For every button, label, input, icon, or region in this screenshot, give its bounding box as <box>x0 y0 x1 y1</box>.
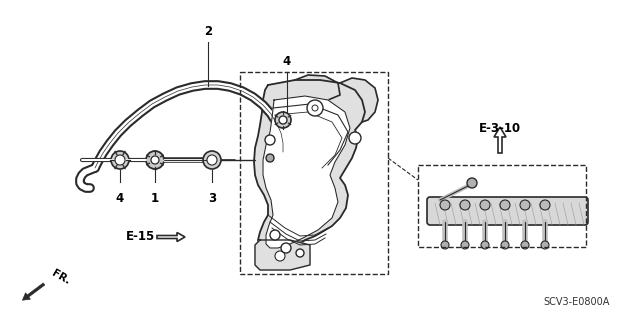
Circle shape <box>312 105 318 111</box>
Circle shape <box>270 230 280 240</box>
Circle shape <box>480 200 490 210</box>
Circle shape <box>541 241 549 249</box>
Circle shape <box>281 243 291 253</box>
Circle shape <box>279 116 287 124</box>
Bar <box>418 165 586 247</box>
Circle shape <box>203 151 221 169</box>
Polygon shape <box>254 80 365 258</box>
Polygon shape <box>255 240 310 270</box>
Circle shape <box>111 151 129 169</box>
Polygon shape <box>263 96 350 248</box>
Text: 3: 3 <box>208 192 216 205</box>
Circle shape <box>500 200 510 210</box>
Text: FR.: FR. <box>50 268 72 286</box>
Circle shape <box>146 151 164 169</box>
Circle shape <box>151 156 159 164</box>
Circle shape <box>266 154 274 162</box>
FancyArrow shape <box>494 127 506 153</box>
Circle shape <box>481 241 489 249</box>
Polygon shape <box>295 75 340 100</box>
FancyArrow shape <box>157 233 185 241</box>
Text: 2: 2 <box>204 25 212 38</box>
FancyBboxPatch shape <box>427 197 588 225</box>
Circle shape <box>275 251 285 261</box>
Circle shape <box>521 241 529 249</box>
Text: 1: 1 <box>151 192 159 205</box>
Circle shape <box>467 178 477 188</box>
Polygon shape <box>340 78 378 122</box>
Text: SCV3-E0800A: SCV3-E0800A <box>543 297 610 307</box>
Circle shape <box>349 132 361 144</box>
Circle shape <box>441 241 449 249</box>
Circle shape <box>540 200 550 210</box>
Circle shape <box>207 155 217 165</box>
Circle shape <box>520 200 530 210</box>
Circle shape <box>307 100 323 116</box>
FancyArrow shape <box>22 283 45 300</box>
Circle shape <box>461 241 469 249</box>
Text: E-3-10: E-3-10 <box>479 122 521 135</box>
Circle shape <box>440 200 450 210</box>
Text: 4: 4 <box>283 55 291 68</box>
Circle shape <box>275 112 291 128</box>
Circle shape <box>296 249 304 257</box>
Text: E-15: E-15 <box>125 231 155 243</box>
Circle shape <box>265 135 275 145</box>
Circle shape <box>501 241 509 249</box>
Circle shape <box>460 200 470 210</box>
Bar <box>240 72 388 274</box>
Circle shape <box>115 155 125 165</box>
Text: 4: 4 <box>116 192 124 205</box>
